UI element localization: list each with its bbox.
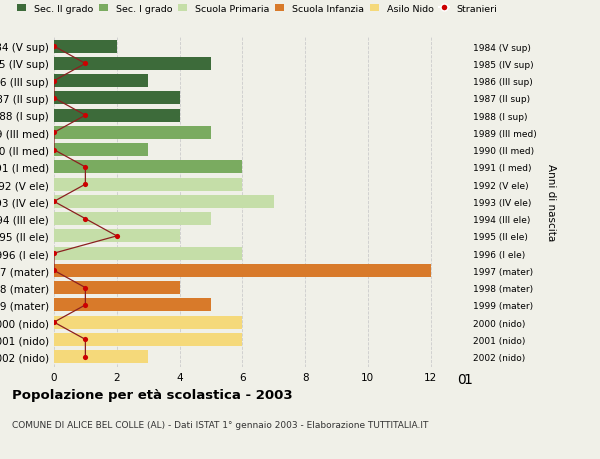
Bar — [54, 350, 148, 364]
Point — [49, 78, 59, 85]
Bar — [54, 109, 179, 123]
Point — [80, 164, 90, 171]
Point — [49, 198, 59, 206]
Bar — [54, 281, 179, 295]
Bar — [54, 178, 242, 191]
Point — [80, 302, 90, 309]
Bar — [54, 316, 242, 329]
Bar — [54, 92, 179, 105]
Point — [49, 95, 59, 102]
Bar — [54, 127, 211, 140]
Bar — [54, 196, 274, 208]
Point — [80, 215, 90, 223]
Bar — [54, 230, 179, 243]
Point — [80, 336, 90, 343]
Point — [49, 319, 59, 326]
Bar — [54, 161, 242, 174]
Point — [80, 181, 90, 188]
Legend: Sec. II grado, Sec. I grado, Scuola Primaria, Scuola Infanzia, Asilo Nido, Stran: Sec. II grado, Sec. I grado, Scuola Prim… — [17, 5, 497, 14]
Point — [49, 267, 59, 274]
Point — [80, 112, 90, 120]
Y-axis label: Anni di nascita: Anni di nascita — [546, 163, 556, 241]
Point — [80, 61, 90, 68]
Bar — [54, 264, 431, 277]
Bar — [54, 58, 211, 71]
Point — [80, 353, 90, 361]
Point — [80, 284, 90, 292]
Bar — [54, 144, 148, 157]
Bar — [54, 299, 211, 312]
Bar — [54, 40, 117, 54]
Bar — [54, 333, 242, 346]
Point — [112, 233, 122, 240]
Text: Popolazione per età scolastica - 2003: Popolazione per età scolastica - 2003 — [12, 388, 293, 401]
Point — [49, 147, 59, 154]
Point — [49, 129, 59, 137]
Bar — [54, 213, 211, 226]
Point — [49, 250, 59, 257]
Text: COMUNE DI ALICE BEL COLLE (AL) - Dati ISTAT 1° gennaio 2003 - Elaborazione TUTTI: COMUNE DI ALICE BEL COLLE (AL) - Dati IS… — [12, 420, 428, 429]
Bar — [54, 75, 148, 88]
Bar — [54, 247, 242, 260]
Point — [49, 44, 59, 51]
